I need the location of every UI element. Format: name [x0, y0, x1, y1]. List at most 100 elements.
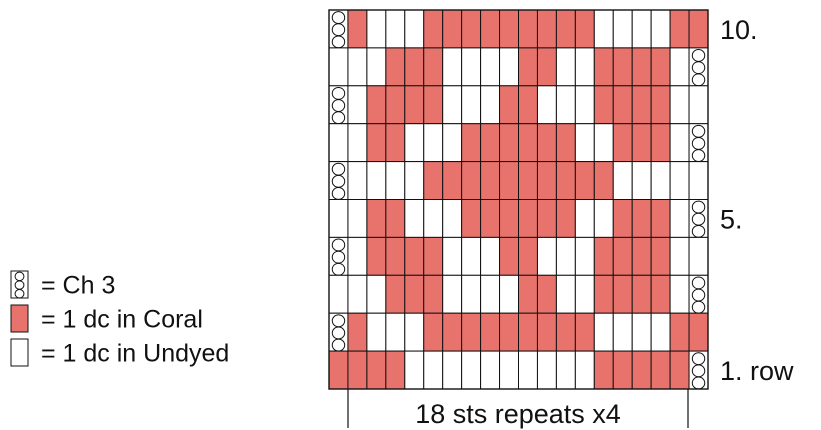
- undyed-dc-cell: [385, 312, 406, 352]
- undyed-dc-cell: [366, 47, 387, 87]
- coral-dc-cell: [650, 47, 671, 87]
- undyed-dc-cell: [650, 312, 671, 352]
- undyed-dc-cell: [518, 350, 538, 390]
- coral-dc-cell: [404, 274, 425, 314]
- undyed-dc-cell: [366, 274, 387, 314]
- coral-dc-cell: [536, 199, 557, 238]
- coral-dc-cell: [499, 123, 519, 163]
- coral-dc-cell: [347, 350, 368, 390]
- undyed-dc-cell: [442, 85, 463, 125]
- undyed-dc-cell: [574, 350, 595, 390]
- coral-dc-cell: [650, 199, 671, 238]
- coral-dc-cell: [631, 199, 652, 238]
- undyed-dc-cell: [499, 274, 519, 314]
- coral-dc-cell: [631, 236, 652, 276]
- undyed-dc-cell: [669, 47, 690, 87]
- legend-label-chain: = Ch 3: [41, 272, 115, 300]
- chart-row-2: [328, 312, 709, 352]
- coral-dc-cell: [536, 274, 557, 314]
- undyed-dc-cell: [574, 274, 595, 314]
- repeat-label: 18 sts repeats x4: [415, 399, 621, 429]
- undyed-dc-cell: [480, 350, 501, 390]
- chart-row-3: [328, 274, 709, 314]
- coral-dc-cell: [631, 274, 652, 314]
- coral-dc-cell: [366, 123, 387, 163]
- coral-dc-cell: [555, 199, 576, 238]
- undyed-dc-cell: [328, 47, 349, 87]
- row-labels: 10. 5. 1. row: [720, 15, 794, 386]
- coral-dc-cell: [480, 161, 501, 201]
- chart-row-4: [328, 236, 709, 276]
- coral-dc-cell: [593, 161, 614, 201]
- undyed-dc-cell: [461, 85, 482, 125]
- undyed-dc-cell: [347, 47, 368, 87]
- coral-dc-cell: [518, 236, 538, 276]
- undyed-dc-cell: [480, 236, 501, 276]
- coral-dc-cell: [555, 9, 576, 49]
- coral-dc-cell: [499, 161, 519, 201]
- undyed-dc-cell: [442, 236, 463, 276]
- chain-3-icon: [691, 124, 706, 162]
- coral-dc-cell: [631, 47, 652, 87]
- coral-dc-cell: [385, 123, 406, 163]
- undyed-dc-cell: [328, 199, 349, 238]
- coral-dc-cell: [385, 85, 406, 125]
- coral-dc-cell: [404, 85, 425, 125]
- coral-dc-cell: [366, 199, 387, 238]
- coral-dc-cell: [499, 85, 519, 125]
- coral-dc-cell: [423, 161, 444, 201]
- coral-dc-cell: [423, 312, 444, 352]
- coral-dc-cell: [347, 9, 368, 49]
- chart-row-5: [328, 199, 709, 238]
- coral-dc-cell: [442, 312, 463, 352]
- legend-item-coral: = 1 dc in Coral: [10, 304, 203, 334]
- undyed-dc-cell: [593, 9, 614, 49]
- undyed-dc-cell: [669, 274, 690, 314]
- coral-dc-cell: [328, 350, 349, 390]
- coral-dc-cell: [461, 161, 482, 201]
- coral-dc-cell: [499, 9, 519, 49]
- undyed-dc-cell: [555, 274, 576, 314]
- row-label-1: 1. row: [720, 356, 794, 386]
- coral-dc-cell: [555, 312, 576, 352]
- legend: = Ch 3 = 1 dc in Coral = 1 dc in Undyed: [10, 270, 229, 368]
- coral-dc-cell: [612, 85, 633, 125]
- undyed-dc-cell: [612, 161, 633, 201]
- coral-dc-cell: [385, 47, 406, 87]
- chart-row-8: [328, 85, 709, 125]
- undyed-dc-cell: [461, 350, 482, 390]
- undyed-dc-cell: [669, 199, 690, 238]
- undyed-dc-cell: [404, 199, 425, 238]
- coral-dc-cell: [366, 236, 387, 276]
- undyed-dc-cell: [536, 350, 557, 390]
- undyed-dc-cell: [347, 274, 368, 314]
- coral-dc-cell: [593, 274, 614, 314]
- coral-dc-cell: [555, 161, 576, 201]
- undyed-dc-cell: [593, 312, 614, 352]
- coral-dc-cell: [480, 199, 501, 238]
- undyed-dc-cell: [612, 9, 633, 49]
- coral-dc-cell: [423, 9, 444, 49]
- coral-dc-cell: [404, 236, 425, 276]
- chart-row-9: [328, 47, 709, 87]
- coral-dc-cell: [650, 123, 671, 163]
- coral-dc-cell: [650, 350, 671, 390]
- coral-dc-cell: [423, 85, 444, 125]
- undyed-dc-cell: [347, 85, 368, 125]
- coral-dc-cell: [536, 312, 557, 352]
- undyed-dc-cell: [328, 274, 349, 314]
- coral-dc-cell: [480, 312, 501, 352]
- undyed-dc-cell: [555, 236, 576, 276]
- undyed-dc-cell: [442, 47, 463, 87]
- legend-swatch-chain: [10, 270, 29, 299]
- coral-dc-cell: [442, 9, 463, 49]
- coral-dc-cell: [631, 350, 652, 390]
- coral-dc-cell: [688, 9, 709, 49]
- undyed-dc-cell: [688, 85, 709, 125]
- coral-dc-cell: [669, 350, 690, 390]
- undyed-dc-cell: [650, 9, 671, 49]
- undyed-dc-cell: [366, 161, 387, 201]
- coral-dc-cell: [593, 47, 614, 87]
- undyed-dc-cell: [669, 123, 690, 163]
- coral-dc-cell: [612, 274, 633, 314]
